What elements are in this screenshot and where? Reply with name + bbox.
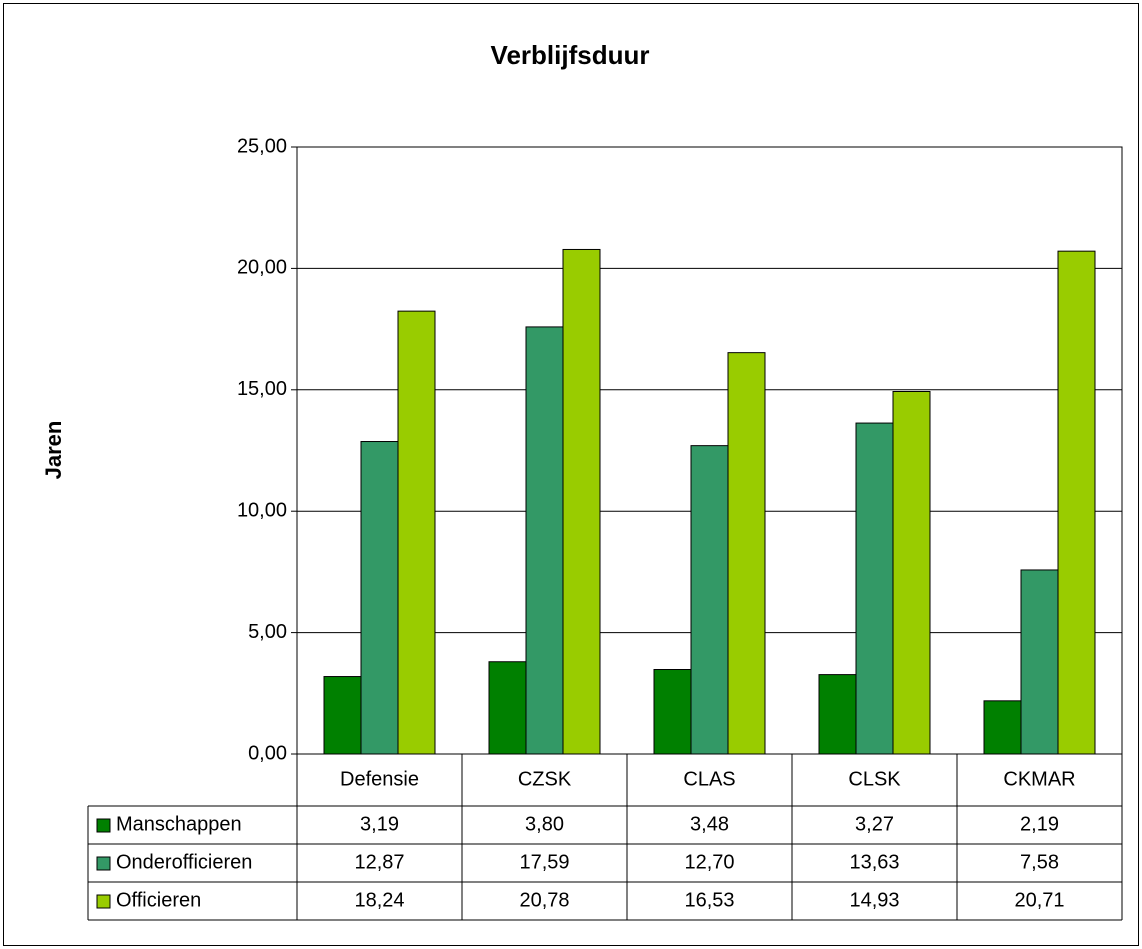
- bar: [727, 352, 766, 755]
- bar: [360, 441, 399, 755]
- x-tick-label: CLSK: [848, 768, 901, 790]
- bar: [892, 390, 931, 755]
- legend-swatch: [96, 894, 111, 909]
- bar: [397, 310, 436, 755]
- x-tick-label: CLAS: [683, 768, 735, 790]
- y-tick-label: 15,00: [237, 378, 287, 400]
- bar: [653, 669, 692, 755]
- y-tick-label: 25,00: [237, 135, 287, 157]
- table-cell: 14,93: [849, 889, 899, 911]
- table-cell: 13,63: [849, 851, 899, 873]
- y-tick-label: 5,00: [248, 621, 287, 643]
- table-cell: 16,53: [684, 889, 734, 911]
- legend-swatch: [96, 818, 111, 833]
- bar: [690, 445, 729, 755]
- table-cell: 3,80: [525, 813, 564, 835]
- y-axis-label: Jaren: [41, 421, 66, 480]
- x-tick-label: CKMAR: [1003, 768, 1075, 790]
- table-cell: 12,70: [684, 851, 734, 873]
- y-tick-label: 20,00: [237, 257, 287, 279]
- table-cell: 3,27: [855, 813, 894, 835]
- bar: [1020, 569, 1059, 755]
- bar: [855, 422, 894, 755]
- legend-label: Manschappen: [116, 813, 242, 835]
- bar: [983, 700, 1022, 755]
- table-cell: 3,48: [690, 813, 729, 835]
- bar: [1057, 250, 1096, 755]
- y-tick-label: 0,00: [248, 742, 287, 764]
- legend-label: Onderofficieren: [116, 851, 252, 873]
- y-tick-label: 10,00: [237, 499, 287, 521]
- x-tick-label: CZSK: [518, 768, 572, 790]
- legend-swatch: [96, 856, 111, 871]
- bar: [525, 326, 564, 755]
- table-cell: 2,19: [1020, 813, 1059, 835]
- table-cell: 7,58: [1020, 851, 1059, 873]
- bar: [323, 676, 362, 755]
- bar: [488, 661, 527, 755]
- table-cell: 18,24: [354, 889, 404, 911]
- legend-label: Officieren: [116, 889, 201, 911]
- x-tick-label: Defensie: [340, 768, 419, 790]
- bar: [562, 248, 601, 755]
- table-cell: 20,71: [1014, 889, 1064, 911]
- bar: [818, 674, 857, 755]
- table-cell: 17,59: [519, 851, 569, 873]
- table-cell: 12,87: [354, 851, 404, 873]
- chart-title: Verblijfsduur: [491, 40, 650, 70]
- table-cell: 3,19: [360, 813, 399, 835]
- table-cell: 20,78: [519, 889, 569, 911]
